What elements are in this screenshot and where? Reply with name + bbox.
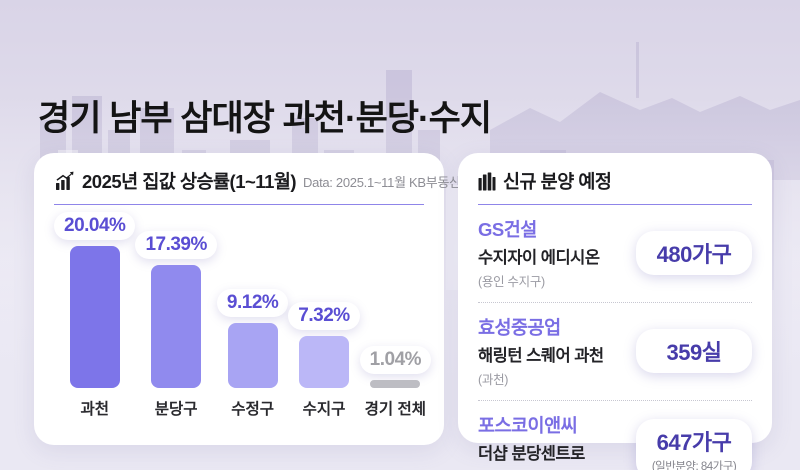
- project-location: (과천): [478, 373, 509, 387]
- project-name: 수지자이 에디시온: [478, 249, 600, 267]
- company-name: 포스코이앤씨: [478, 415, 578, 436]
- chart-column: 17.39% 분당구: [135, 205, 217, 431]
- supply-info: 포스코이앤씨 더샵 분당센트로 (성남 분당구): [478, 412, 585, 470]
- bar: [151, 265, 202, 388]
- bar-value-label: 7.32%: [288, 302, 360, 330]
- units-badge: 480가구: [636, 231, 752, 275]
- bar-category-label: 경기 전체: [364, 401, 427, 418]
- units-badge: 647가구 (일반분양: 84가구): [636, 418, 752, 470]
- bar-category-label: 분당구: [154, 401, 198, 418]
- supply-info: GS건설 수지자이 에디시온 (용인 수지구): [478, 216, 600, 290]
- price-growth-card: 2025년 집값 상승률(1~11월) Data: 2025.1~11월 KB부…: [34, 153, 461, 445]
- bar-value-label: 9.12%: [216, 289, 289, 317]
- bar-value-label: 17.39%: [135, 231, 217, 259]
- chart-column: 7.32% 수지구: [288, 205, 360, 431]
- project-name: 더샵 분당센트로: [478, 445, 585, 463]
- company-name: GS건설: [478, 219, 537, 240]
- bar-chart: 20.04% 과천 17.39% 분당구 9.12% 수정구 7.32% 수지구 1.04% 경기…: [54, 205, 432, 431]
- bar-value-label: 20.04%: [54, 212, 136, 240]
- supply-row-posco: 포스코이앤씨 더샵 분당센트로 (성남 분당구) 647가구 (일반분양: 84…: [478, 401, 752, 470]
- supply-info: 효성중공업 해링턴 스퀘어 과천 (과천): [478, 314, 604, 388]
- new-supply-title: 신규 분양 예정: [503, 171, 612, 192]
- data-source-label: Data: 2025.1~11월 KB부동산: [303, 174, 461, 190]
- price-growth-title: 2025년 집값 상승률(1~11월): [82, 171, 297, 192]
- page-title: 경기 남부 삼대장 과천·분당·수지: [38, 99, 492, 138]
- chart-column: 9.12% 수정구: [216, 205, 289, 431]
- cards-row: 2025년 집값 상승률(1~11월) Data: 2025.1~11월 KB부…: [34, 153, 772, 470]
- bar: [370, 380, 421, 388]
- card-divider: [478, 204, 752, 205]
- bar-value-label: 1.04%: [359, 346, 432, 374]
- chart-column: 1.04% 경기 전체: [359, 205, 432, 431]
- new-supply-card: 신규 분양 예정 GS건설 수지자이 에디시온 (용인 수지구) 480가구 효…: [458, 153, 772, 470]
- units-count: 359실: [666, 340, 722, 365]
- units-count: 480가구: [656, 242, 732, 267]
- bar: [227, 323, 278, 388]
- chart-increase-icon: [54, 171, 75, 191]
- price-growth-card-header: 2025년 집값 상승률(1~11월) Data: 2025.1~11월 KB부…: [54, 168, 461, 194]
- bar-category-label: 수정구: [231, 401, 274, 418]
- chart-column: 20.04% 과천: [54, 205, 136, 431]
- project-name: 해링턴 스퀘어 과천: [478, 347, 604, 365]
- supply-row-gs: GS건설 수지자이 에디시온 (용인 수지구) 480가구: [478, 205, 752, 303]
- units-badge: 359실: [636, 329, 752, 373]
- bar-category-label: 과천: [80, 401, 109, 418]
- bar: [69, 246, 120, 388]
- new-supply-card-header: 신규 분양 예정: [478, 168, 752, 194]
- supply-row-hyosung: 효성중공업 해링턴 스퀘어 과천 (과천) 359실: [478, 303, 752, 401]
- card-divider: [54, 204, 424, 205]
- project-location: (용인 수지구): [478, 275, 545, 289]
- units-count: 647가구: [656, 429, 732, 455]
- company-name: 효성중공업: [478, 317, 561, 338]
- buildings-icon: [478, 172, 496, 191]
- units-subtext: (일반분양: 84가구): [651, 460, 737, 470]
- bar: [298, 336, 349, 388]
- bar-category-label: 수지구: [302, 401, 346, 418]
